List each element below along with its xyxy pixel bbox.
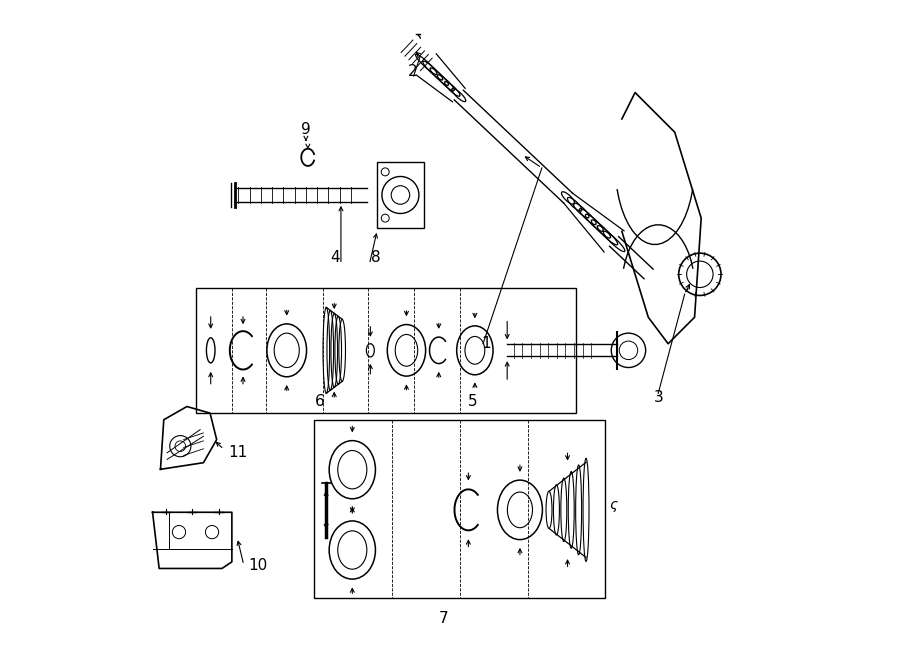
Text: 10: 10 [248, 559, 267, 573]
Text: 11: 11 [229, 445, 248, 459]
Text: 4: 4 [330, 251, 339, 265]
Text: 8: 8 [371, 251, 381, 265]
Text: 5: 5 [468, 394, 478, 408]
Text: $\varsigma$: $\varsigma$ [608, 499, 618, 514]
Text: 2: 2 [408, 64, 417, 79]
Bar [377, 162, 424, 228]
Bar [314, 420, 606, 598]
Bar [195, 288, 576, 413]
Text: 1: 1 [482, 336, 491, 351]
Text: 9: 9 [301, 122, 310, 137]
Text: 6: 6 [315, 394, 325, 408]
Text: 3: 3 [653, 391, 663, 405]
Text: 7: 7 [438, 611, 448, 625]
